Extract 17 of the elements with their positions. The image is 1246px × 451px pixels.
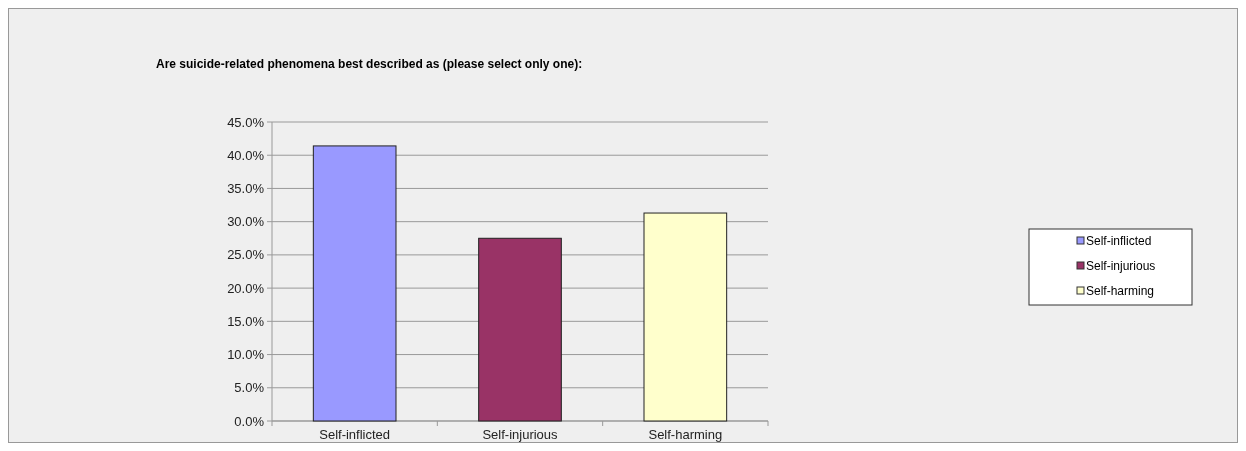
legend-label: Self-inflicted (1086, 234, 1152, 249)
y-tick-label: 20.0% (227, 280, 265, 296)
y-tick-label: 5.0% (234, 380, 265, 396)
y-tick-label: 25.0% (227, 247, 265, 263)
legend-label: Self-harming (1086, 284, 1155, 299)
y-tick-label: 15.0% (227, 313, 265, 329)
y-tick-label: 40.0% (227, 147, 265, 163)
chart-title: Are suicide-related phenomena best described as (please select only one): (156, 57, 583, 71)
x-tick-label: Self-inflicted (319, 427, 391, 442)
x-tick-label: Self-injurious (482, 427, 559, 442)
y-tick-label: 45.0% (227, 114, 265, 130)
y-tick-label: 0.0% (234, 413, 265, 429)
y-tick-label: 35.0% (227, 180, 265, 196)
legend-label: Self-injurious (1086, 259, 1156, 274)
y-tick-label: 10.0% (227, 347, 265, 363)
y-tick-label: 30.0% (227, 214, 265, 230)
x-tick-label: Self-harming (648, 427, 723, 442)
